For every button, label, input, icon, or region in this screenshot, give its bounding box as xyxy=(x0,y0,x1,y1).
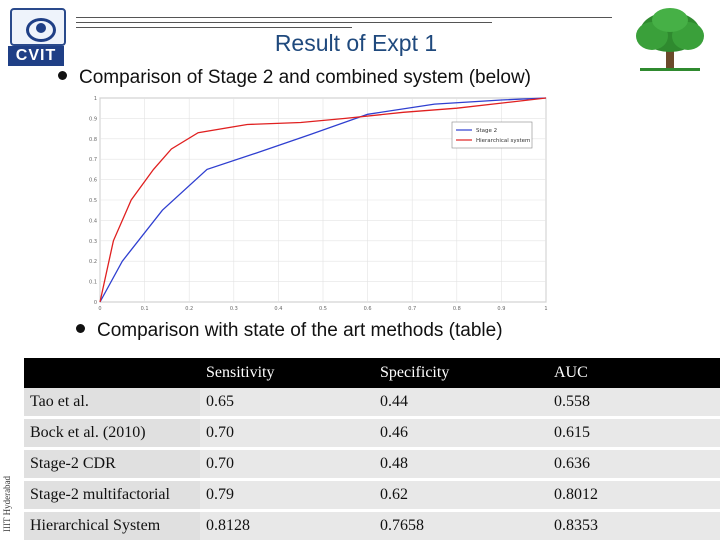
y-tick-label: 0 xyxy=(94,300,97,306)
x-tick-label: 0 xyxy=(98,306,101,312)
y-tick-label: 0.7 xyxy=(89,157,97,163)
legend-label: Hierarchical system xyxy=(476,138,530,144)
specificity-cell: 0.46 xyxy=(374,417,548,450)
method-cell: Stage-2 CDR xyxy=(24,448,200,481)
slide-title: Result of Expt 1 xyxy=(274,30,438,56)
x-tick-label: 1 xyxy=(544,306,547,312)
table-row: Hierarchical System 0.8128 0.7658 0.8353 xyxy=(24,510,720,543)
auc-cell: 0.558 xyxy=(548,388,720,419)
eye-icon xyxy=(26,18,56,42)
auc-cell: 0.8353 xyxy=(548,510,720,543)
sensitivity-cell: 0.70 xyxy=(200,448,374,481)
x-tick-label: 0.1 xyxy=(141,306,149,312)
bullet-text: Comparison with state of the art methods… xyxy=(97,320,503,341)
bullet-table-comparison: Comparison with state of the art methods… xyxy=(76,320,503,342)
table-row: Stage-2 CDR 0.70 0.48 0.636 xyxy=(24,448,720,481)
sensitivity-cell: 0.79 xyxy=(200,479,374,512)
series-line-stage-2 xyxy=(99,97,547,303)
header-cell: AUC xyxy=(548,358,720,388)
method-cell: Stage-2 multifactorial xyxy=(24,479,200,512)
table-row: Tao et al. 0.65 0.44 0.558 xyxy=(24,388,720,419)
side-institution-text: IIIT Hyderabad xyxy=(2,475,12,532)
header-rule-top xyxy=(76,17,612,18)
pupil-icon xyxy=(36,23,46,33)
header-cell: Specificity xyxy=(374,358,548,388)
sensitivity-cell: 0.65 xyxy=(200,388,374,419)
y-tick-label: 0.9 xyxy=(89,116,97,122)
table-row: Bock et al. (2010) 0.70 0.46 0.615 xyxy=(24,417,720,450)
y-tick-label: 0.2 xyxy=(89,259,97,265)
results-table: Sensitivity Specificity AUC Tao et al. 0… xyxy=(24,358,720,543)
method-cell: Tao et al. xyxy=(24,388,200,419)
auc-cell: 0.615 xyxy=(548,417,720,450)
specificity-cell: 0.48 xyxy=(374,448,548,481)
legend-label: Stage 2 xyxy=(476,128,497,134)
legend-box xyxy=(451,121,533,149)
x-tick-label: 0.9 xyxy=(497,306,505,312)
bullet-chart-comparison: Comparison of Stage 2 and combined syste… xyxy=(58,67,531,89)
header-cell: Sensitivity xyxy=(200,358,374,388)
series-line-hierarchical-system xyxy=(99,97,547,303)
specificity-cell: 0.44 xyxy=(374,388,548,419)
y-tick-label: 0.1 xyxy=(89,280,97,286)
table-header-row: Sensitivity Specificity AUC xyxy=(24,358,720,388)
y-tick-label: 1 xyxy=(94,96,97,102)
x-tick-label: 0.3 xyxy=(230,306,238,312)
x-tick-label: 0.5 xyxy=(319,306,327,312)
sensitivity-cell: 0.70 xyxy=(200,417,374,450)
specificity-cell: 0.62 xyxy=(374,479,548,512)
y-tick-label: 0.4 xyxy=(89,218,97,224)
table-row: Stage-2 multifactorial 0.79 0.62 0.8012 xyxy=(24,479,720,512)
header-rule-middle xyxy=(76,22,492,23)
roc-chart: 0 0.1 0.2 0.3 0.4 0.5 0.6 0.7 0.8 0.9 1 0 0.1 0.2 0.3 0… xyxy=(89,96,548,312)
method-cell: Bock et al. (2010) xyxy=(24,417,200,450)
y-tick-label: 0.6 xyxy=(89,178,97,184)
header-cell xyxy=(24,358,200,388)
sensitivity-cell: 0.8128 xyxy=(200,510,374,543)
header-rule-bottom xyxy=(76,27,352,28)
auc-cell: 0.636 xyxy=(548,448,720,481)
x-tick-label: 0.2 xyxy=(185,306,193,312)
tree-logo-icon xyxy=(636,8,704,71)
y-tick-label: 0.5 xyxy=(89,198,97,204)
eye-logo-frame xyxy=(10,8,66,46)
x-tick-label: 0.8 xyxy=(453,306,461,312)
y-tick-label: 0.3 xyxy=(89,239,97,245)
bullet-dot-icon xyxy=(58,71,67,80)
auc-cell: 0.8012 xyxy=(548,479,720,512)
x-tick-label: 0.7 xyxy=(408,306,416,312)
method-cell: Hierarchical System xyxy=(24,510,200,543)
cvit-logo: CVIT xyxy=(6,6,66,68)
y-tick-label: 0.8 xyxy=(89,137,97,143)
x-tick-label: 0.6 xyxy=(364,306,372,312)
bullet-dot-icon xyxy=(76,324,85,333)
bullet-text: Comparison of Stage 2 and combined syste… xyxy=(79,67,532,88)
x-tick-label: 0.4 xyxy=(274,306,282,312)
logo-text: CVIT xyxy=(8,46,64,66)
specificity-cell: 0.7658 xyxy=(374,510,548,543)
